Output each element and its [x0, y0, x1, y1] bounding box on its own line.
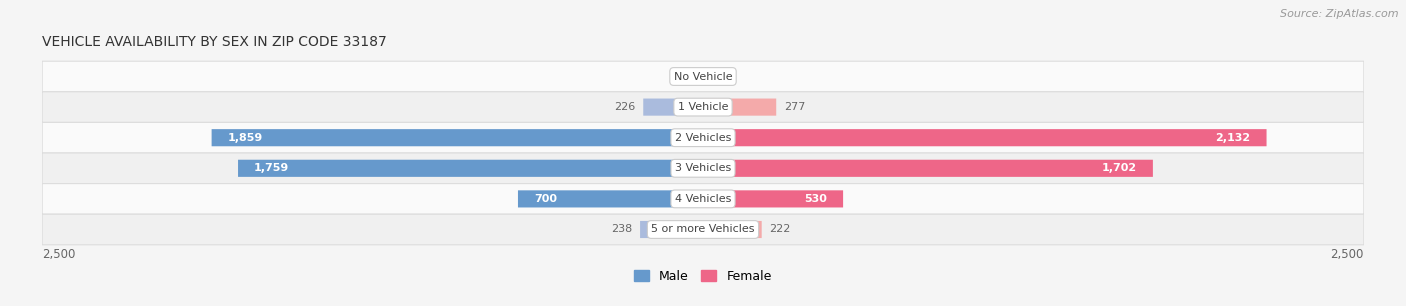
FancyBboxPatch shape [703, 190, 844, 207]
Text: 2,500: 2,500 [1330, 248, 1364, 261]
FancyBboxPatch shape [42, 153, 1364, 184]
Text: 1,759: 1,759 [254, 163, 290, 173]
Text: 3 Vehicles: 3 Vehicles [675, 163, 731, 173]
FancyBboxPatch shape [212, 129, 703, 146]
Text: 2,132: 2,132 [1216, 133, 1251, 143]
FancyBboxPatch shape [703, 68, 707, 85]
Text: 1 Vehicle: 1 Vehicle [678, 102, 728, 112]
FancyBboxPatch shape [42, 61, 1364, 92]
FancyBboxPatch shape [517, 190, 703, 207]
Text: 4 Vehicles: 4 Vehicles [675, 194, 731, 204]
Text: 238: 238 [612, 225, 633, 234]
Text: 15: 15 [714, 72, 728, 81]
FancyBboxPatch shape [703, 221, 762, 238]
FancyBboxPatch shape [42, 214, 1364, 245]
FancyBboxPatch shape [238, 160, 703, 177]
Text: 277: 277 [785, 102, 806, 112]
Text: VEHICLE AVAILABILITY BY SEX IN ZIP CODE 33187: VEHICLE AVAILABILITY BY SEX IN ZIP CODE … [42, 35, 387, 49]
Text: 222: 222 [769, 225, 792, 234]
Text: 1,702: 1,702 [1102, 163, 1137, 173]
Text: Source: ZipAtlas.com: Source: ZipAtlas.com [1281, 9, 1399, 19]
FancyBboxPatch shape [703, 129, 1267, 146]
FancyBboxPatch shape [42, 92, 1364, 122]
Text: 530: 530 [804, 194, 827, 204]
FancyBboxPatch shape [644, 99, 703, 116]
Text: 2 Vehicles: 2 Vehicles [675, 133, 731, 143]
Legend: Male, Female: Male, Female [630, 265, 776, 288]
Text: 1,859: 1,859 [228, 133, 263, 143]
FancyBboxPatch shape [700, 68, 703, 85]
Text: No Vehicle: No Vehicle [673, 72, 733, 81]
FancyBboxPatch shape [640, 221, 703, 238]
Text: 5 or more Vehicles: 5 or more Vehicles [651, 225, 755, 234]
FancyBboxPatch shape [703, 99, 776, 116]
FancyBboxPatch shape [703, 160, 1153, 177]
FancyBboxPatch shape [42, 184, 1364, 214]
Text: 226: 226 [614, 102, 636, 112]
Text: 700: 700 [534, 194, 557, 204]
Text: 10: 10 [679, 72, 692, 81]
FancyBboxPatch shape [42, 122, 1364, 153]
Text: 2,500: 2,500 [42, 248, 76, 261]
